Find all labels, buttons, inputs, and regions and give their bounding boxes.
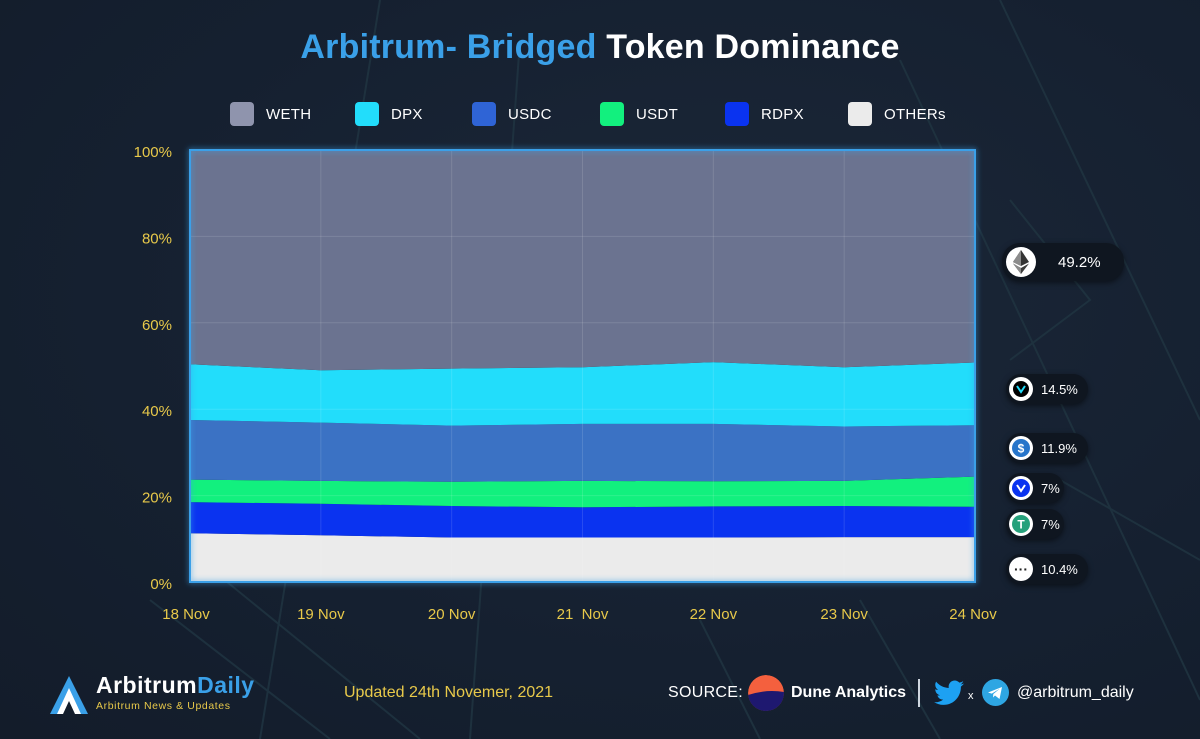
x-tick-label: 21 Nov — [557, 606, 609, 623]
callout-usdc: $ 11.9% — [1006, 433, 1088, 463]
callout-others: ··· 10.4% — [1006, 554, 1088, 584]
x-tick-label: 20 Nov — [428, 606, 476, 623]
area-usdt — [190, 476, 975, 508]
plot-frame — [189, 149, 976, 583]
more-icon: ··· — [1009, 557, 1033, 581]
legend-swatch-rdpx — [725, 102, 749, 126]
svg-text:T: T — [1017, 518, 1025, 532]
chart-title: Arbitrum- Bridged Token Dominance — [0, 28, 1200, 67]
callout-value-weth: 49.2% — [1058, 253, 1101, 271]
x-tick-label: 22 Nov — [690, 606, 738, 623]
x-tick-label: 19 Nov — [297, 606, 345, 623]
callout-dpx: 14.5% — [1006, 374, 1088, 404]
source-label: SOURCE: — [668, 684, 743, 701]
brand-logo: ArbitrumDaily Arbitrum News & Updates — [48, 672, 268, 722]
title-rest: Token Dominance — [606, 28, 900, 66]
ethereum-icon — [1006, 247, 1036, 277]
source-name: Dune Analytics — [791, 684, 906, 701]
x-tick-label: 23 Nov — [820, 606, 868, 623]
social-handle[interactable]: @arbitrum_daily — [1017, 684, 1134, 701]
telegram-icon[interactable] — [982, 679, 1009, 706]
legend-swatch-usdc — [472, 102, 496, 126]
dune-logo-icon — [748, 675, 784, 711]
legend-label-weth: WETH — [266, 105, 312, 123]
callout-value-others: 10.4% — [1041, 561, 1078, 577]
legend-label-usdt: USDT — [636, 105, 679, 123]
brand-tagline: Arbitrum News & Updates — [96, 700, 231, 712]
legend-swatch-usdt — [600, 102, 624, 126]
usdc-icon: $ — [1009, 436, 1033, 460]
brand-main: Arbitrum — [96, 672, 198, 698]
callout-rdpx: 7% — [1006, 473, 1064, 503]
legend-item-others: OTHERs — [848, 100, 946, 128]
y-tick-label: 60% — [142, 317, 172, 334]
legend-label-dpx: DPX — [391, 105, 423, 123]
y-tick-label: 80% — [142, 230, 172, 247]
area-others — [190, 533, 975, 582]
legend-label-usdc: USDC — [508, 105, 552, 123]
area-weth — [190, 150, 975, 371]
callout-weth: 49.2% — [1002, 243, 1124, 281]
callout-value-rdpx: 7% — [1041, 480, 1060, 496]
twitter-icon[interactable] — [934, 680, 964, 706]
svg-text:$: $ — [1018, 442, 1025, 456]
rdpx-icon — [1009, 476, 1033, 500]
callout-value-usdc: 11.9% — [1041, 440, 1077, 456]
dopex-icon — [1009, 377, 1033, 401]
legend-item-weth: WETH — [230, 100, 311, 128]
title-accent: Arbitrum- Bridged — [300, 28, 597, 66]
area-rdpx — [190, 502, 975, 538]
legend-item-rdpx: RDPX — [725, 100, 804, 128]
legend-swatch-others — [848, 102, 872, 126]
y-tick-label: 40% — [142, 403, 172, 420]
tether-icon: T — [1009, 512, 1033, 536]
callout-value-dpx: 14.5% — [1041, 381, 1078, 397]
brand-accent: Daily — [197, 672, 255, 698]
area-dpx — [190, 362, 975, 427]
x-tick-label: 24 Nov — [949, 606, 997, 623]
legend-item-dpx: DPX — [355, 100, 423, 128]
area-usdc — [190, 420, 975, 482]
legend-swatch-weth — [230, 102, 254, 126]
y-tick-label: 0% — [150, 576, 172, 593]
legend-swatch-dpx — [355, 102, 379, 126]
footer-divider — [918, 679, 920, 707]
legend-item-usdt: USDT — [600, 100, 678, 128]
social-separator: x — [968, 690, 974, 702]
x-tick-label: 18 Nov — [162, 606, 210, 623]
y-tick-label: 100% — [134, 144, 172, 161]
arbitrum-logo-icon — [50, 676, 88, 714]
callout-usdt: T 7% — [1006, 509, 1064, 539]
callout-value-usdt: 7% — [1041, 516, 1060, 532]
y-tick-label: 20% — [142, 490, 172, 507]
updated-date: Updated 24th Novemer, 2021 — [344, 684, 554, 701]
legend-item-usdc: USDC — [472, 100, 552, 128]
legend-label-others: OTHERs — [884, 105, 946, 123]
legend-label-rdpx: RDPX — [761, 105, 804, 123]
brand-name: ArbitrumDaily — [96, 672, 255, 699]
